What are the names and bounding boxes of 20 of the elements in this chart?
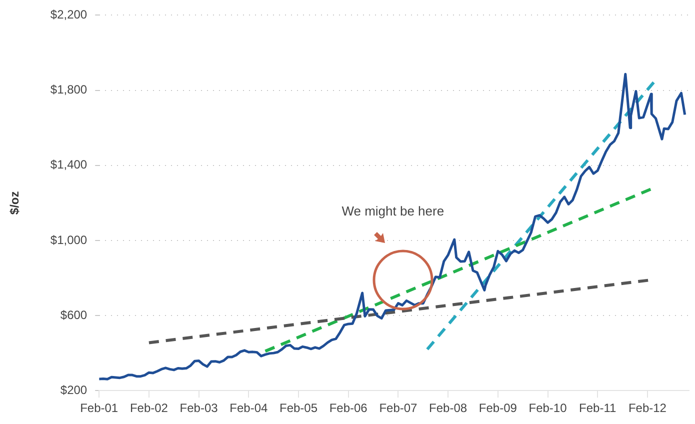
x-tick-label: Feb-01: [80, 401, 118, 416]
annotation: We might be here: [342, 203, 444, 218]
x-tick-label: Feb-12: [628, 401, 667, 416]
y-tick-label: $600: [60, 308, 88, 322]
x-tick-label: Feb-03: [180, 401, 218, 416]
y-tick-label: $1,400: [50, 158, 88, 172]
x-tick-label: Feb-02: [130, 401, 168, 416]
y-tick-label: $200: [60, 382, 88, 397]
x-tick-label: Feb-07: [379, 401, 418, 416]
x-tick-label: Feb-04: [230, 401, 268, 416]
x-tick-label: Feb-10: [528, 401, 568, 416]
x-tick-label: Feb-06: [329, 401, 368, 416]
y-tick-label: $1,000: [50, 232, 88, 247]
y-axis-title: $/oz: [8, 191, 22, 215]
x-tick-label: Feb-09: [478, 401, 518, 416]
x-tick-label: Feb-05: [279, 401, 318, 416]
y-tick-label: $2,200: [50, 8, 88, 22]
x-tick-label: Feb-08: [429, 401, 468, 416]
y-tick-label: $1,800: [50, 82, 88, 97]
x-tick-label: Feb-11: [579, 401, 616, 416]
